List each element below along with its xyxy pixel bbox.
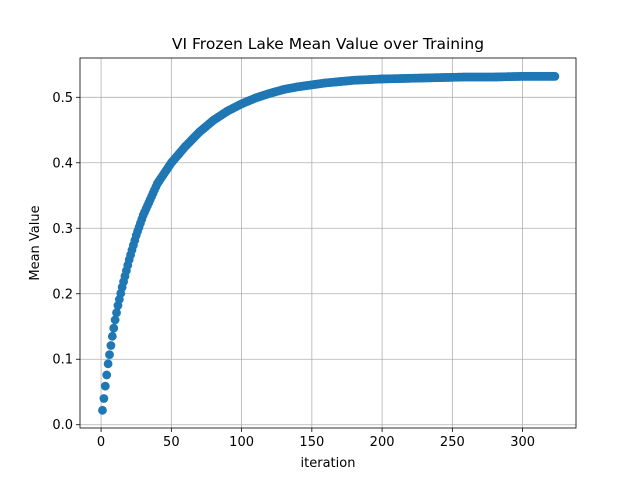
y-tick-label: 0.0 bbox=[52, 418, 73, 433]
data-point bbox=[106, 341, 116, 350]
x-tick-label: 250 bbox=[440, 435, 465, 450]
x-tick-label: 150 bbox=[299, 435, 324, 450]
data-point bbox=[100, 381, 110, 391]
x-tick-label: 50 bbox=[163, 435, 180, 450]
y-tick-label: 0.4 bbox=[52, 156, 73, 171]
x-tick-label: 300 bbox=[510, 435, 535, 450]
x-tick-label: 0 bbox=[97, 435, 105, 450]
plot-frame bbox=[79, 57, 577, 429]
data-point bbox=[112, 308, 121, 318]
y-tick-label: 0.5 bbox=[52, 91, 73, 106]
x-tick-label: 100 bbox=[229, 435, 254, 450]
data-point bbox=[107, 331, 117, 341]
y-axis-ticks: 0.0 0.1 0.2 0.3 0.4 0.5 bbox=[52, 91, 80, 433]
chart-title: VI Frozen Lake Mean Value over Training bbox=[172, 35, 484, 53]
y-axis-label: Mean Value bbox=[28, 205, 43, 280]
x-axis-label: iteration bbox=[301, 456, 356, 471]
data-point bbox=[110, 315, 120, 325]
grid bbox=[80, 58, 576, 428]
data-point bbox=[99, 394, 109, 403]
x-tick-label: 200 bbox=[370, 435, 395, 450]
data-point bbox=[109, 323, 119, 333]
data-point bbox=[105, 350, 114, 360]
y-tick-label: 0.2 bbox=[52, 287, 73, 302]
data-point bbox=[550, 71, 560, 81]
data-point bbox=[98, 405, 107, 415]
data-point bbox=[103, 359, 113, 369]
data-point bbox=[102, 370, 112, 380]
data-points bbox=[98, 71, 560, 415]
x-axis-ticks: 0 50 100 150 200 250 300 bbox=[97, 428, 535, 450]
y-tick-label: 0.1 bbox=[52, 353, 73, 368]
y-tick-label: 0.3 bbox=[52, 222, 73, 237]
